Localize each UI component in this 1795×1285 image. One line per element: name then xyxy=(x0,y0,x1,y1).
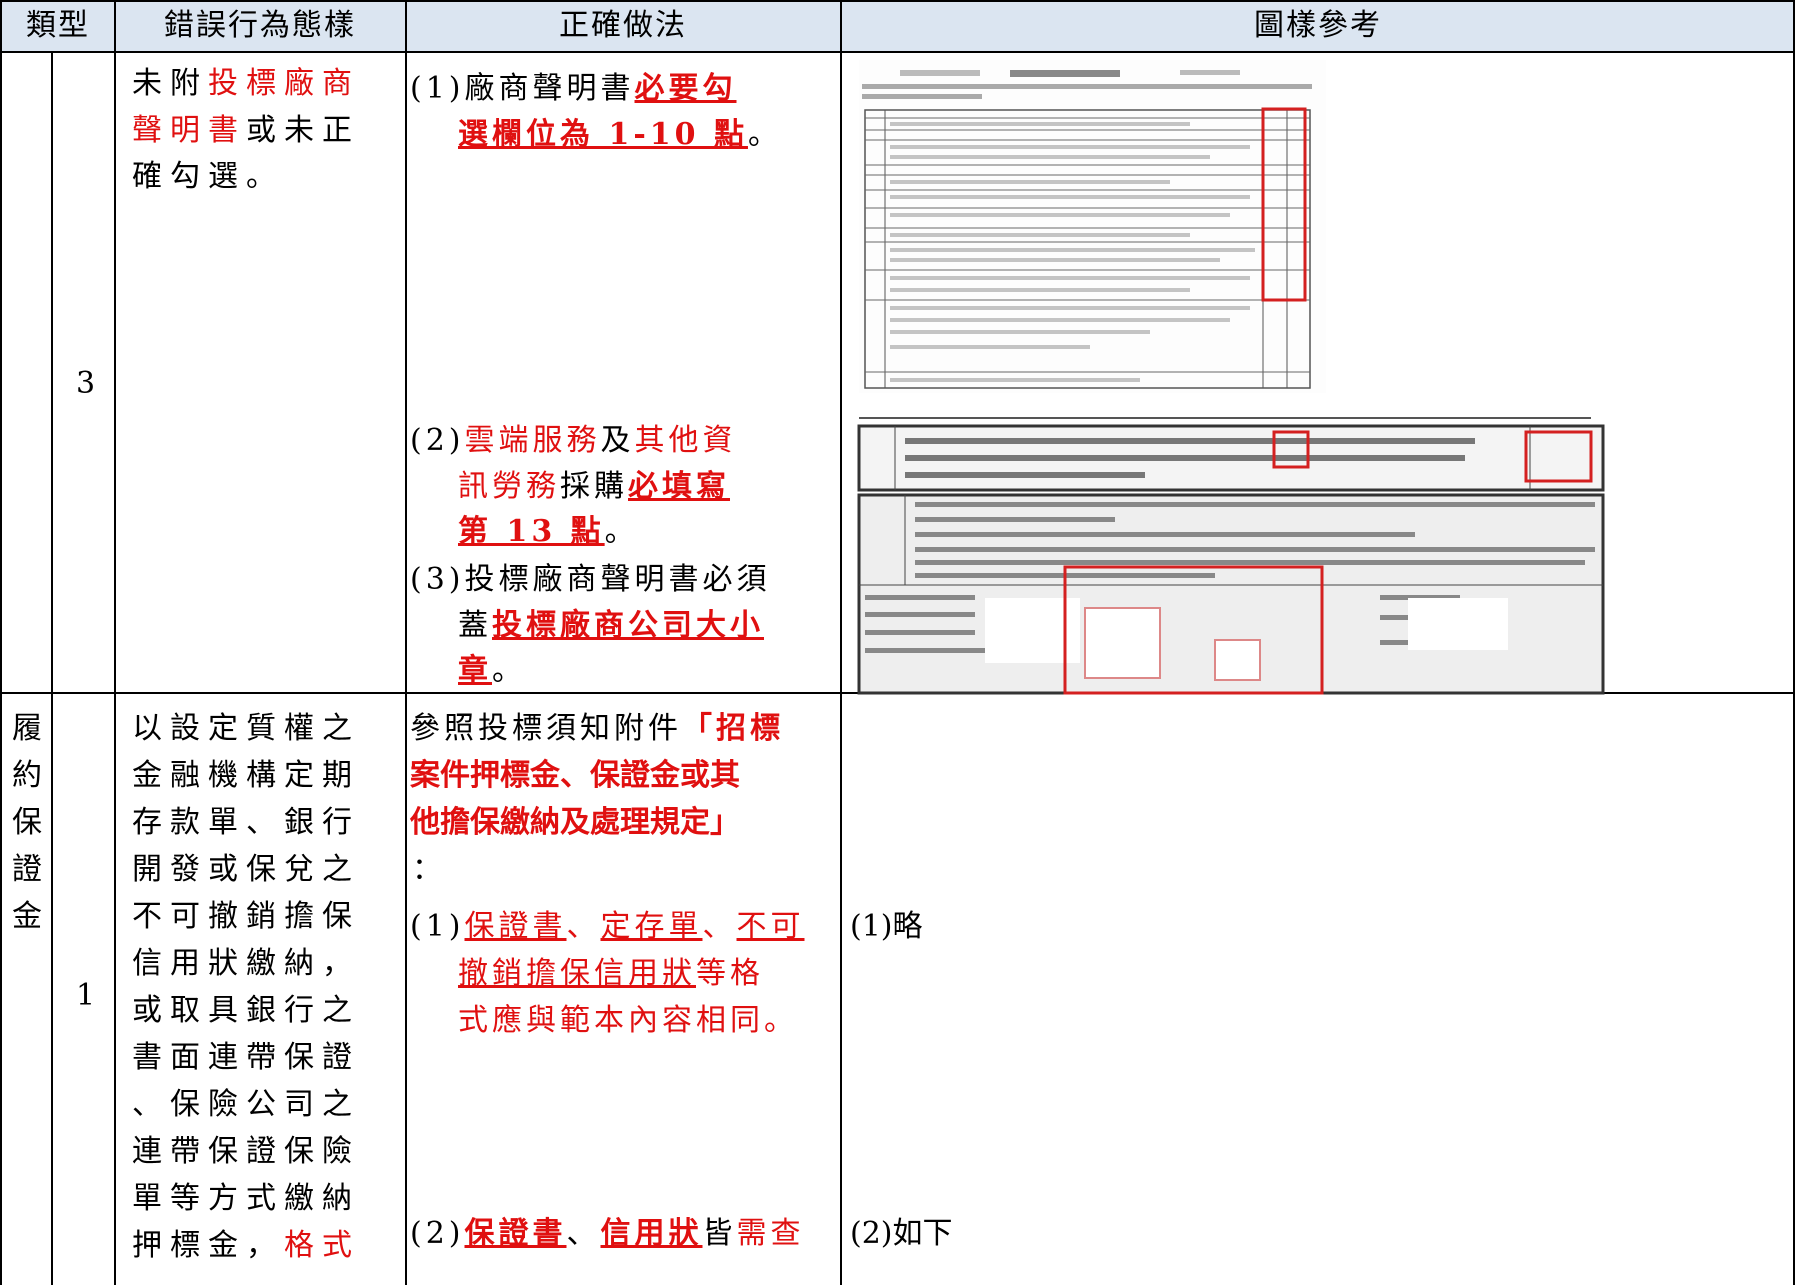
text: 投標廠商 xyxy=(208,66,360,101)
text: 聲明書 xyxy=(132,113,246,148)
type-char: 保 xyxy=(12,805,42,840)
text: 參照投標須知附件 xyxy=(410,711,682,746)
text: 投標廠商公司大小 xyxy=(492,608,764,643)
form-image-3 xyxy=(857,493,1605,695)
text-line: (1)廠商聲明書必要勾 xyxy=(410,66,737,112)
text: 「招標 xyxy=(682,711,784,746)
text-line: 押標金，格式 xyxy=(132,1223,360,1269)
text: 案件押標金、保證金或其 xyxy=(410,758,740,793)
text-line: 不可撤銷擔保 xyxy=(132,899,360,934)
text-line: 訊勞務採購必填寫 xyxy=(458,464,730,510)
text-line: 選欄位為 1-10 點。 xyxy=(458,112,782,158)
header-cell: 類型 xyxy=(26,8,90,43)
text-line: 開發或保兌之 xyxy=(132,852,360,887)
text-line: 金融機構定期 xyxy=(132,758,360,793)
header-cell: 錯誤行為態樣 xyxy=(164,8,356,43)
text-line: 參照投標須知附件「招標 xyxy=(410,706,784,752)
text: (1)廠商聲明書 xyxy=(410,71,635,106)
text: (3)投標廠商聲明書必須 xyxy=(410,562,771,597)
text-line: (2)雲端服務及其他資 xyxy=(410,418,737,464)
text: 必要勾 xyxy=(634,71,737,106)
text: 雲端服務 xyxy=(464,423,601,458)
text: 確勾選。 xyxy=(132,159,284,194)
text-line: 或取具銀行之 xyxy=(132,993,360,1028)
text-line: 章。 xyxy=(458,648,526,694)
text: 撤銷擔保信用狀 xyxy=(458,956,696,991)
text-line: (1)保證書、定存單、不可 xyxy=(410,904,805,950)
text: 需查 xyxy=(736,1216,805,1251)
reference-text: (2)如下 xyxy=(850,1216,953,1251)
text: 選欄位為 1-10 點 xyxy=(458,117,748,152)
text-line: 撤銷擔保信用狀等格 xyxy=(458,951,764,997)
text: 。 xyxy=(747,117,782,152)
type-char: 證 xyxy=(12,852,42,887)
form-image-2 xyxy=(857,424,1605,492)
row-number: 1 xyxy=(76,978,96,1013)
text-line: 案件押標金、保證金或其 xyxy=(410,753,740,799)
text: 章 xyxy=(458,653,492,688)
text: 。 xyxy=(604,514,639,549)
header-cell: 圖樣參考 xyxy=(1254,8,1382,43)
row-number: 3 xyxy=(76,366,96,401)
text-line: 以設定質權之 xyxy=(132,711,360,746)
type-char: 約 xyxy=(12,758,42,793)
text: 或未正 xyxy=(246,113,360,148)
text-line: 未附投標廠商 xyxy=(132,61,360,107)
text-line: 存款單、銀行 xyxy=(132,805,360,840)
text: 保證書 xyxy=(464,1216,567,1251)
text: 蓋 xyxy=(458,608,492,643)
text: 必填寫 xyxy=(628,469,730,504)
text-line: 聲明書或未正 xyxy=(132,108,360,154)
text: 皆 xyxy=(702,1216,737,1251)
text-line: 、保險公司之 xyxy=(132,1087,360,1122)
text: 、 xyxy=(702,909,737,944)
text: 定存單 xyxy=(600,909,703,944)
text: 式應與範本內容相同。 xyxy=(458,1003,798,1038)
text: 第 13 點 xyxy=(458,514,605,549)
text: 押標金， xyxy=(132,1228,284,1263)
text-line: 書面連帶保證 xyxy=(132,1040,360,1075)
text-line: 信用狀繳納， xyxy=(132,946,360,981)
header-bg xyxy=(0,0,1795,52)
text: 、 xyxy=(566,1216,601,1251)
text: 未附 xyxy=(132,66,208,101)
text: 、 xyxy=(566,909,601,944)
text: (1) xyxy=(410,909,465,944)
text-line: 確勾選。 xyxy=(132,154,284,200)
text: 他擔保繳納及處理規定」 xyxy=(410,805,740,840)
text: 採購 xyxy=(560,469,628,504)
form-image-1 xyxy=(859,60,1326,393)
text: 及 xyxy=(600,423,635,458)
text: 。 xyxy=(492,653,526,688)
text-line: 蓋投標廠商公司大小 xyxy=(458,603,764,649)
reference-text: (1)略 xyxy=(850,909,923,944)
text: 信用狀 xyxy=(600,1216,703,1251)
text-line: 式應與範本內容相同。 xyxy=(458,998,798,1044)
text: 不可 xyxy=(736,909,805,944)
header-cell: 正確做法 xyxy=(559,8,687,43)
text-line: (3)投標廠商聲明書必須 xyxy=(410,557,771,603)
type-char: 履 xyxy=(12,711,42,746)
text-line: ： xyxy=(412,852,442,887)
text-line: (2)保證書、信用狀皆需查 xyxy=(410,1211,805,1257)
text: (2) xyxy=(410,423,465,458)
text: 保證書 xyxy=(464,909,567,944)
text-line: 第 13 點。 xyxy=(458,509,639,555)
text-line: 單等方式繳納 xyxy=(132,1181,360,1216)
text-line: 連帶保證保險 xyxy=(132,1134,360,1169)
text: 等格 xyxy=(696,956,764,991)
text: 格式 xyxy=(284,1228,360,1263)
text: 其他資 xyxy=(634,423,737,458)
type-char: 金 xyxy=(12,899,42,934)
text-line: 他擔保繳納及處理規定」 xyxy=(410,800,740,846)
text: (2) xyxy=(410,1216,465,1251)
text: 訊勞務 xyxy=(458,469,560,504)
